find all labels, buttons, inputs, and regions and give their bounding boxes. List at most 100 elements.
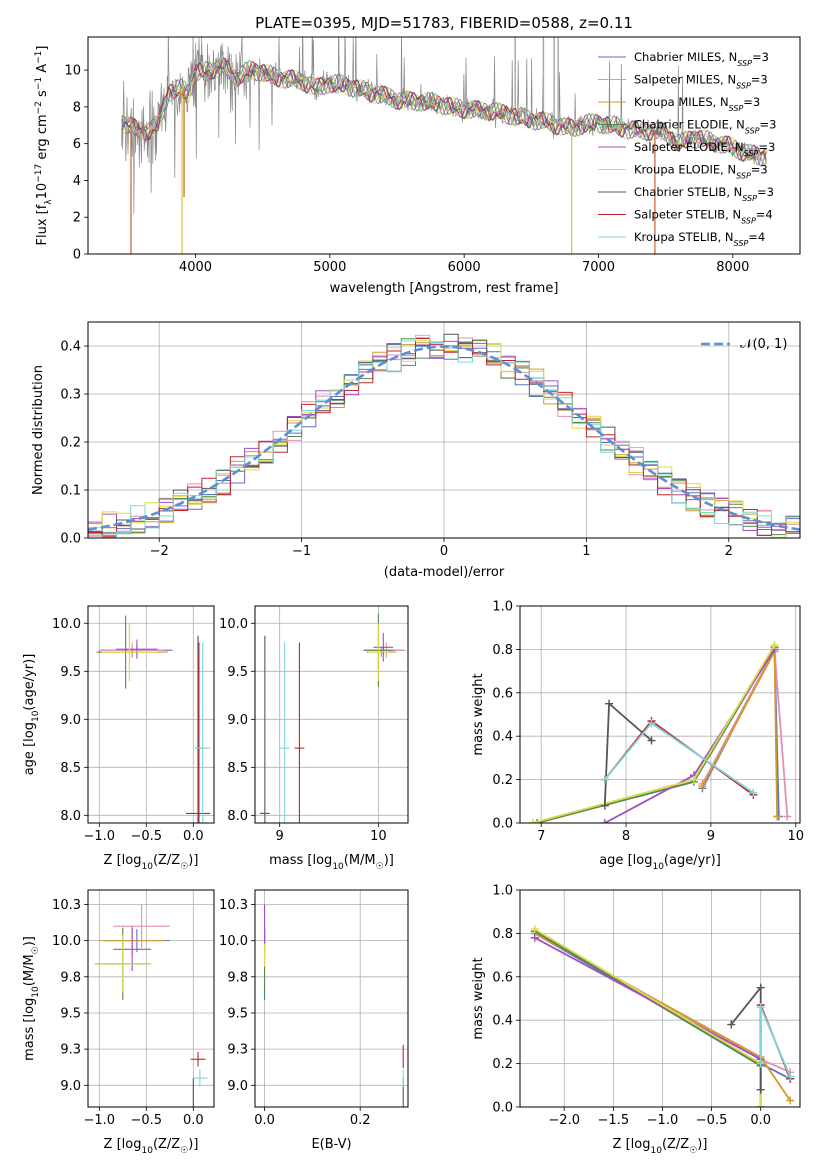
weight_vs_age-axes: 7 8 9 10 0.0 0.2 0.4 0.6 0.8 1.0 <box>492 600 804 845</box>
residuals-ylabel: Normed distribution <box>31 365 46 495</box>
mass_vs_Z-label-part: mass [ <box>22 1018 37 1061</box>
spectrum-ytick-label: 10 <box>64 64 81 79</box>
mass_vs_Z-label-sub: ☉ <box>31 946 41 954</box>
spectrum-ytick-label: 4 <box>73 174 81 189</box>
spectrum-legend-sub: SSP <box>737 59 752 68</box>
spectrum-legend-label: Chabrier ELODIE, NSSP=3 <box>634 118 776 136</box>
age_vs_mass-ytick-label: 9.0 <box>227 713 248 728</box>
age_vs_Z-ylabel: age [log10(age/yr)] <box>22 654 41 776</box>
weight_vs_Z-xtick-label: −1.5 <box>598 1113 630 1128</box>
mass_vs_EBV-xlabel: E(B-V) <box>311 1137 351 1152</box>
weight_vs_age-series-marker <box>749 788 758 797</box>
age_vs_Z-ytick-label: 9.5 <box>60 665 81 680</box>
weight_vs_Z-ytick-label: 0.0 <box>492 1101 513 1116</box>
age_vs_Z-label-part: log <box>22 722 37 742</box>
age_vs_Z-label-part: (Z/Z <box>153 853 180 868</box>
spectrum-legend-text: Kroupa STELIB, N <box>634 230 734 244</box>
weight_vs_Z-xtick-label: 0.0 <box>750 1113 771 1128</box>
weight_vs_age-series-line <box>603 701 653 806</box>
weight_vs_Z-series-line <box>730 985 762 1090</box>
spectrum-legend-sub: SSP <box>736 81 751 90</box>
mass_vs_Z-label-part: (Z/Z <box>153 1137 180 1152</box>
weight_vs_Z-label-part: log <box>631 1137 651 1152</box>
age_vs_Z-ytick-label: 8.5 <box>60 761 81 776</box>
age_vs_Z-label-part: log <box>122 853 142 868</box>
weight_vs_age-series-marker <box>528 819 537 823</box>
weight_vs_Z-series-marker <box>530 933 539 942</box>
age_vs_Z-plot-area <box>96 615 211 823</box>
weight_vs_age-ytick-label: 0.4 <box>492 730 513 745</box>
spectrum-ylabel-part: −1 <box>34 77 44 90</box>
spectrum-legend-sub: SSP <box>734 239 749 248</box>
mass_vs_Z-label-sub: 10 <box>31 986 41 998</box>
weight_vs_age-ytick-label: 0.2 <box>492 773 513 788</box>
weight_vs_Z-xlabel: Z [log10(Z/Z☉)] <box>613 1137 708 1156</box>
age_vs_mass-label-part: (M/M <box>344 853 376 868</box>
age_vs_Z-label-part: Z [ <box>104 853 122 868</box>
weight_vs_age-xtick-label: 9 <box>707 829 715 844</box>
residuals-xtick-label: 2 <box>725 544 733 559</box>
weight_vs_age-series-line <box>701 648 780 817</box>
spectrum-legend-sub: SSP <box>729 104 744 113</box>
spectrum-ylabel-part: λ <box>44 199 54 205</box>
weight_vs_age-series-marker <box>783 812 792 821</box>
weight_vs_Z-ylabel: mass weight <box>471 957 486 1039</box>
weight_vs_age-series-marker <box>605 699 614 708</box>
age_vs_Z-xtick-label: −0.5 <box>131 829 163 844</box>
spectrum-legend-value: =3 <box>758 140 775 154</box>
spectrum-legend-text: Chabrier MILES, N <box>634 50 737 64</box>
spectrum-ylabel-part: −2 <box>34 101 44 114</box>
spectrum-xtick-label: 8000 <box>716 260 749 275</box>
spectrum-legend-label: Kroupa ELODIE, NSSP=3 <box>634 163 768 181</box>
weight_vs_age-ytick-label: 0.6 <box>492 686 513 701</box>
weight_vs_Z-label-part: Z [ <box>613 1137 631 1152</box>
weight_vs_Z-ytick-label: 0.4 <box>492 1014 513 1029</box>
mass_vs_EBV-frame <box>254 889 409 1108</box>
residuals-ytick-label: 0.0 <box>60 532 81 547</box>
figure-title: PLATE=0395, MJD=51783, FIBERID=0588, z=0… <box>255 14 633 32</box>
age_vs_mass-ytick-label: 9.5 <box>227 665 248 680</box>
mass_vs_Z-frame <box>87 889 215 1108</box>
age_vs_Z-ytick-label: 8.0 <box>60 809 81 824</box>
mass_vs_EBV-axes: 0.0 0.2 9.0 9.3 9.5 9.8 10.0 10.3 <box>219 890 408 1128</box>
spectrum-ylabel-part: Flux [f <box>35 204 50 245</box>
weight_vs_Z-xtick-label: −0.5 <box>696 1113 728 1128</box>
mass_vs_Z-ytick-label: 10.3 <box>52 898 81 913</box>
age_vs_mass-label-part: mass [ <box>269 853 312 868</box>
weight_vs_Z-ytick-label: 0.8 <box>492 927 513 942</box>
spectrum-legend-value: =3 <box>760 118 777 132</box>
spectrum-xtick-label: 7000 <box>582 260 615 275</box>
age_vs_mass-ytick-label: 8.5 <box>227 761 248 776</box>
spectrum-ylabel-part: s <box>35 90 50 101</box>
weight_vs_age-series-marker <box>698 782 707 791</box>
spectrum-xtick-label: 5000 <box>313 260 346 275</box>
mass_vs_Z-label-part: )] <box>188 1137 198 1152</box>
age_vs_mass-xtick-label: 10 <box>370 829 387 844</box>
mass_vs_EBV-ytick-label: 9.0 <box>227 1079 248 1094</box>
mass_vs_Z-xtick-label: −1.0 <box>83 1113 115 1128</box>
mass_vs_EBV-ytick-label: 9.5 <box>227 1006 248 1021</box>
spectrum-legend-sub: SSP <box>744 149 759 158</box>
mass_vs_Z-label-part: log <box>122 1137 142 1152</box>
spectrum-legend-text: Chabrier STELIB, N <box>634 185 742 199</box>
weight_vs_Z-plot-area <box>530 925 795 1107</box>
spectrum-legend-text: Kroupa ELODIE, N <box>634 163 736 177</box>
mass_vs_Z-xtick-label: −0.5 <box>131 1113 163 1128</box>
residuals-normal-curve <box>88 345 800 531</box>
weight_vs_age-series-marker <box>600 801 609 810</box>
spectrum-legend-label: Chabrier STELIB, NSSP=3 <box>634 185 774 203</box>
mass_vs_Z-label-part: log <box>22 998 37 1018</box>
weight_vs_age-series-line <box>701 648 778 817</box>
spectrum-legend-value: =3 <box>743 95 760 109</box>
mass_vs_Z-label-sub: ☉ <box>180 1146 188 1156</box>
spectrum-legend-value: =3 <box>752 50 769 64</box>
weight_vs_age-label-sub: 10 <box>652 862 664 872</box>
residuals-legend-label: 𝒩(0, 1) <box>740 337 787 352</box>
weight_vs_Z-ytick-label: 0.2 <box>492 1057 513 1072</box>
spectrum-legend-value: =3 <box>751 163 768 177</box>
spectrum-xtick-label: 4000 <box>179 260 212 275</box>
age_vs_Z-label-part: )] <box>188 853 198 868</box>
spectrum-ylabel-part: −17 <box>34 164 44 183</box>
spectrum-legend-label: Salpeter ELODIE, NSSP=3 <box>634 140 775 158</box>
